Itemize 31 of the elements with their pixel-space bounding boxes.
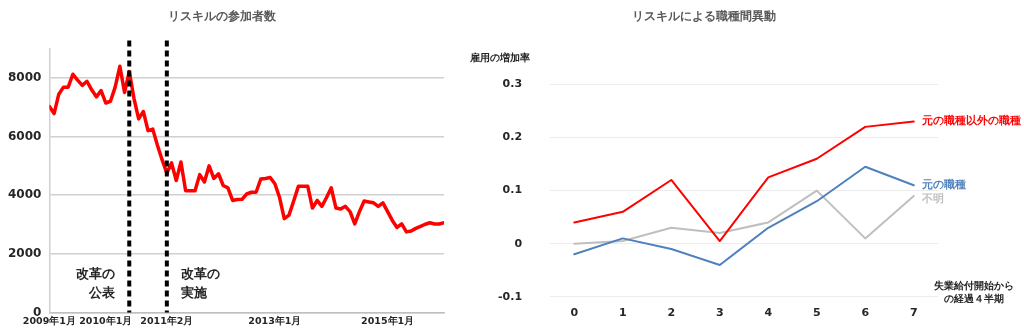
x-tick-label: 1 (618, 306, 627, 320)
x-tick-label: 5 (812, 306, 821, 320)
y-tick-label: 0.2 (502, 130, 523, 144)
y-tick-label: 2000 (7, 246, 42, 261)
x-tick-label: 2011年2月 (140, 314, 194, 326)
x-tick-label: 3 (715, 306, 724, 320)
y-tick-label: -0.1 (497, 289, 523, 303)
y-tick-label: 0 (514, 236, 523, 250)
x-tick-label: 4 (764, 306, 773, 320)
series-label: 不明 (920, 192, 944, 205)
x-tick-label: 7 (909, 306, 918, 320)
y-axis-title: 雇用の増加率 (469, 51, 530, 63)
y-tick-label: 0.3 (502, 77, 523, 91)
x-tick-label: 2010年1月 (79, 314, 133, 326)
series-label: 元の職種 (920, 178, 966, 191)
y-tick-label: 0.1 (502, 183, 523, 197)
x-tick-label: 2015年1月 (361, 314, 415, 326)
series-label: 元の職種以外の職種 (920, 114, 1021, 127)
ref-line-label: 改革の実施 (179, 265, 220, 300)
x-tick-label: 2 (667, 306, 676, 320)
x-tick-label: 2009年1月 (22, 314, 76, 326)
y-tick-label: 4000 (7, 187, 42, 202)
chart-title: リスキルによる職種間異動 (632, 9, 776, 24)
chart-title: リスキルの参加者数 (168, 9, 277, 24)
y-tick-label: 6000 (7, 128, 42, 143)
x-tick-label: 6 (861, 306, 870, 320)
x-tick-label: 2013年1月 (248, 314, 302, 326)
x-tick-label: 0 (570, 306, 579, 320)
ref-line-label: 改革の公表 (76, 265, 117, 300)
y-tick-label: 8000 (7, 69, 42, 84)
x-axis-title: 失業給付開始からの経過４半期 (934, 280, 1014, 305)
